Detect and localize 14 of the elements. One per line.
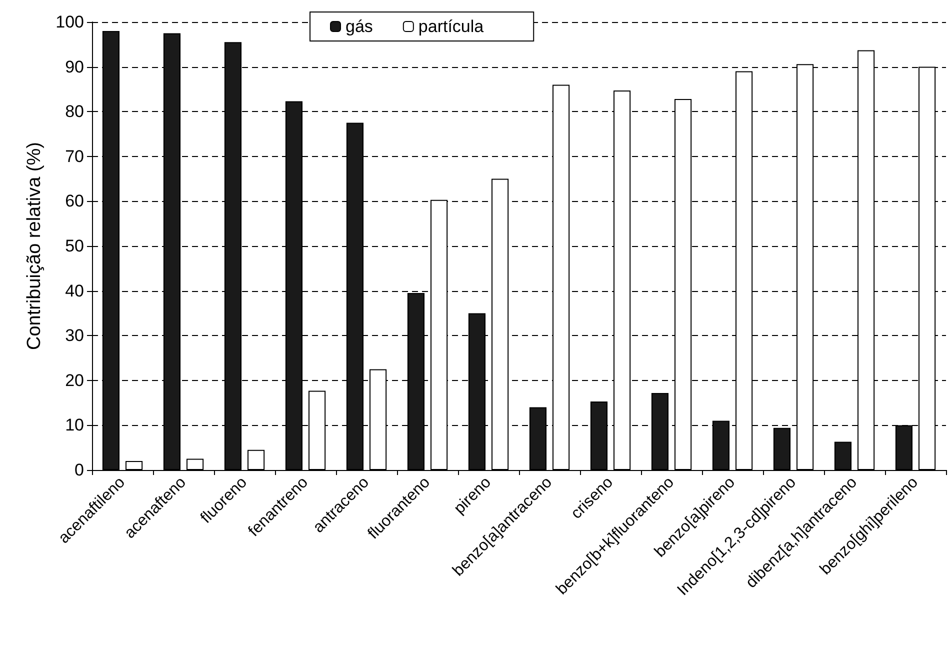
legend-label: partícula — [418, 17, 484, 36]
y-tick-label: 30 — [65, 326, 84, 346]
y-axis-title: Contribuição relativa (%) — [24, 142, 45, 350]
y-tick-label: 50 — [65, 236, 84, 256]
y-tick-label: 60 — [65, 192, 84, 211]
y-tick-label: 80 — [65, 102, 84, 122]
legend-label: gás — [346, 17, 373, 36]
y-tick-label: 20 — [65, 370, 84, 390]
y-tick-label: 100 — [56, 12, 84, 32]
y-tick-label: 0 — [74, 460, 84, 480]
y-tick-label: 10 — [65, 416, 84, 435]
y-tick-label: 40 — [65, 281, 84, 300]
y-tick-label: 70 — [65, 146, 84, 166]
y-tick-label: 90 — [65, 57, 84, 76]
